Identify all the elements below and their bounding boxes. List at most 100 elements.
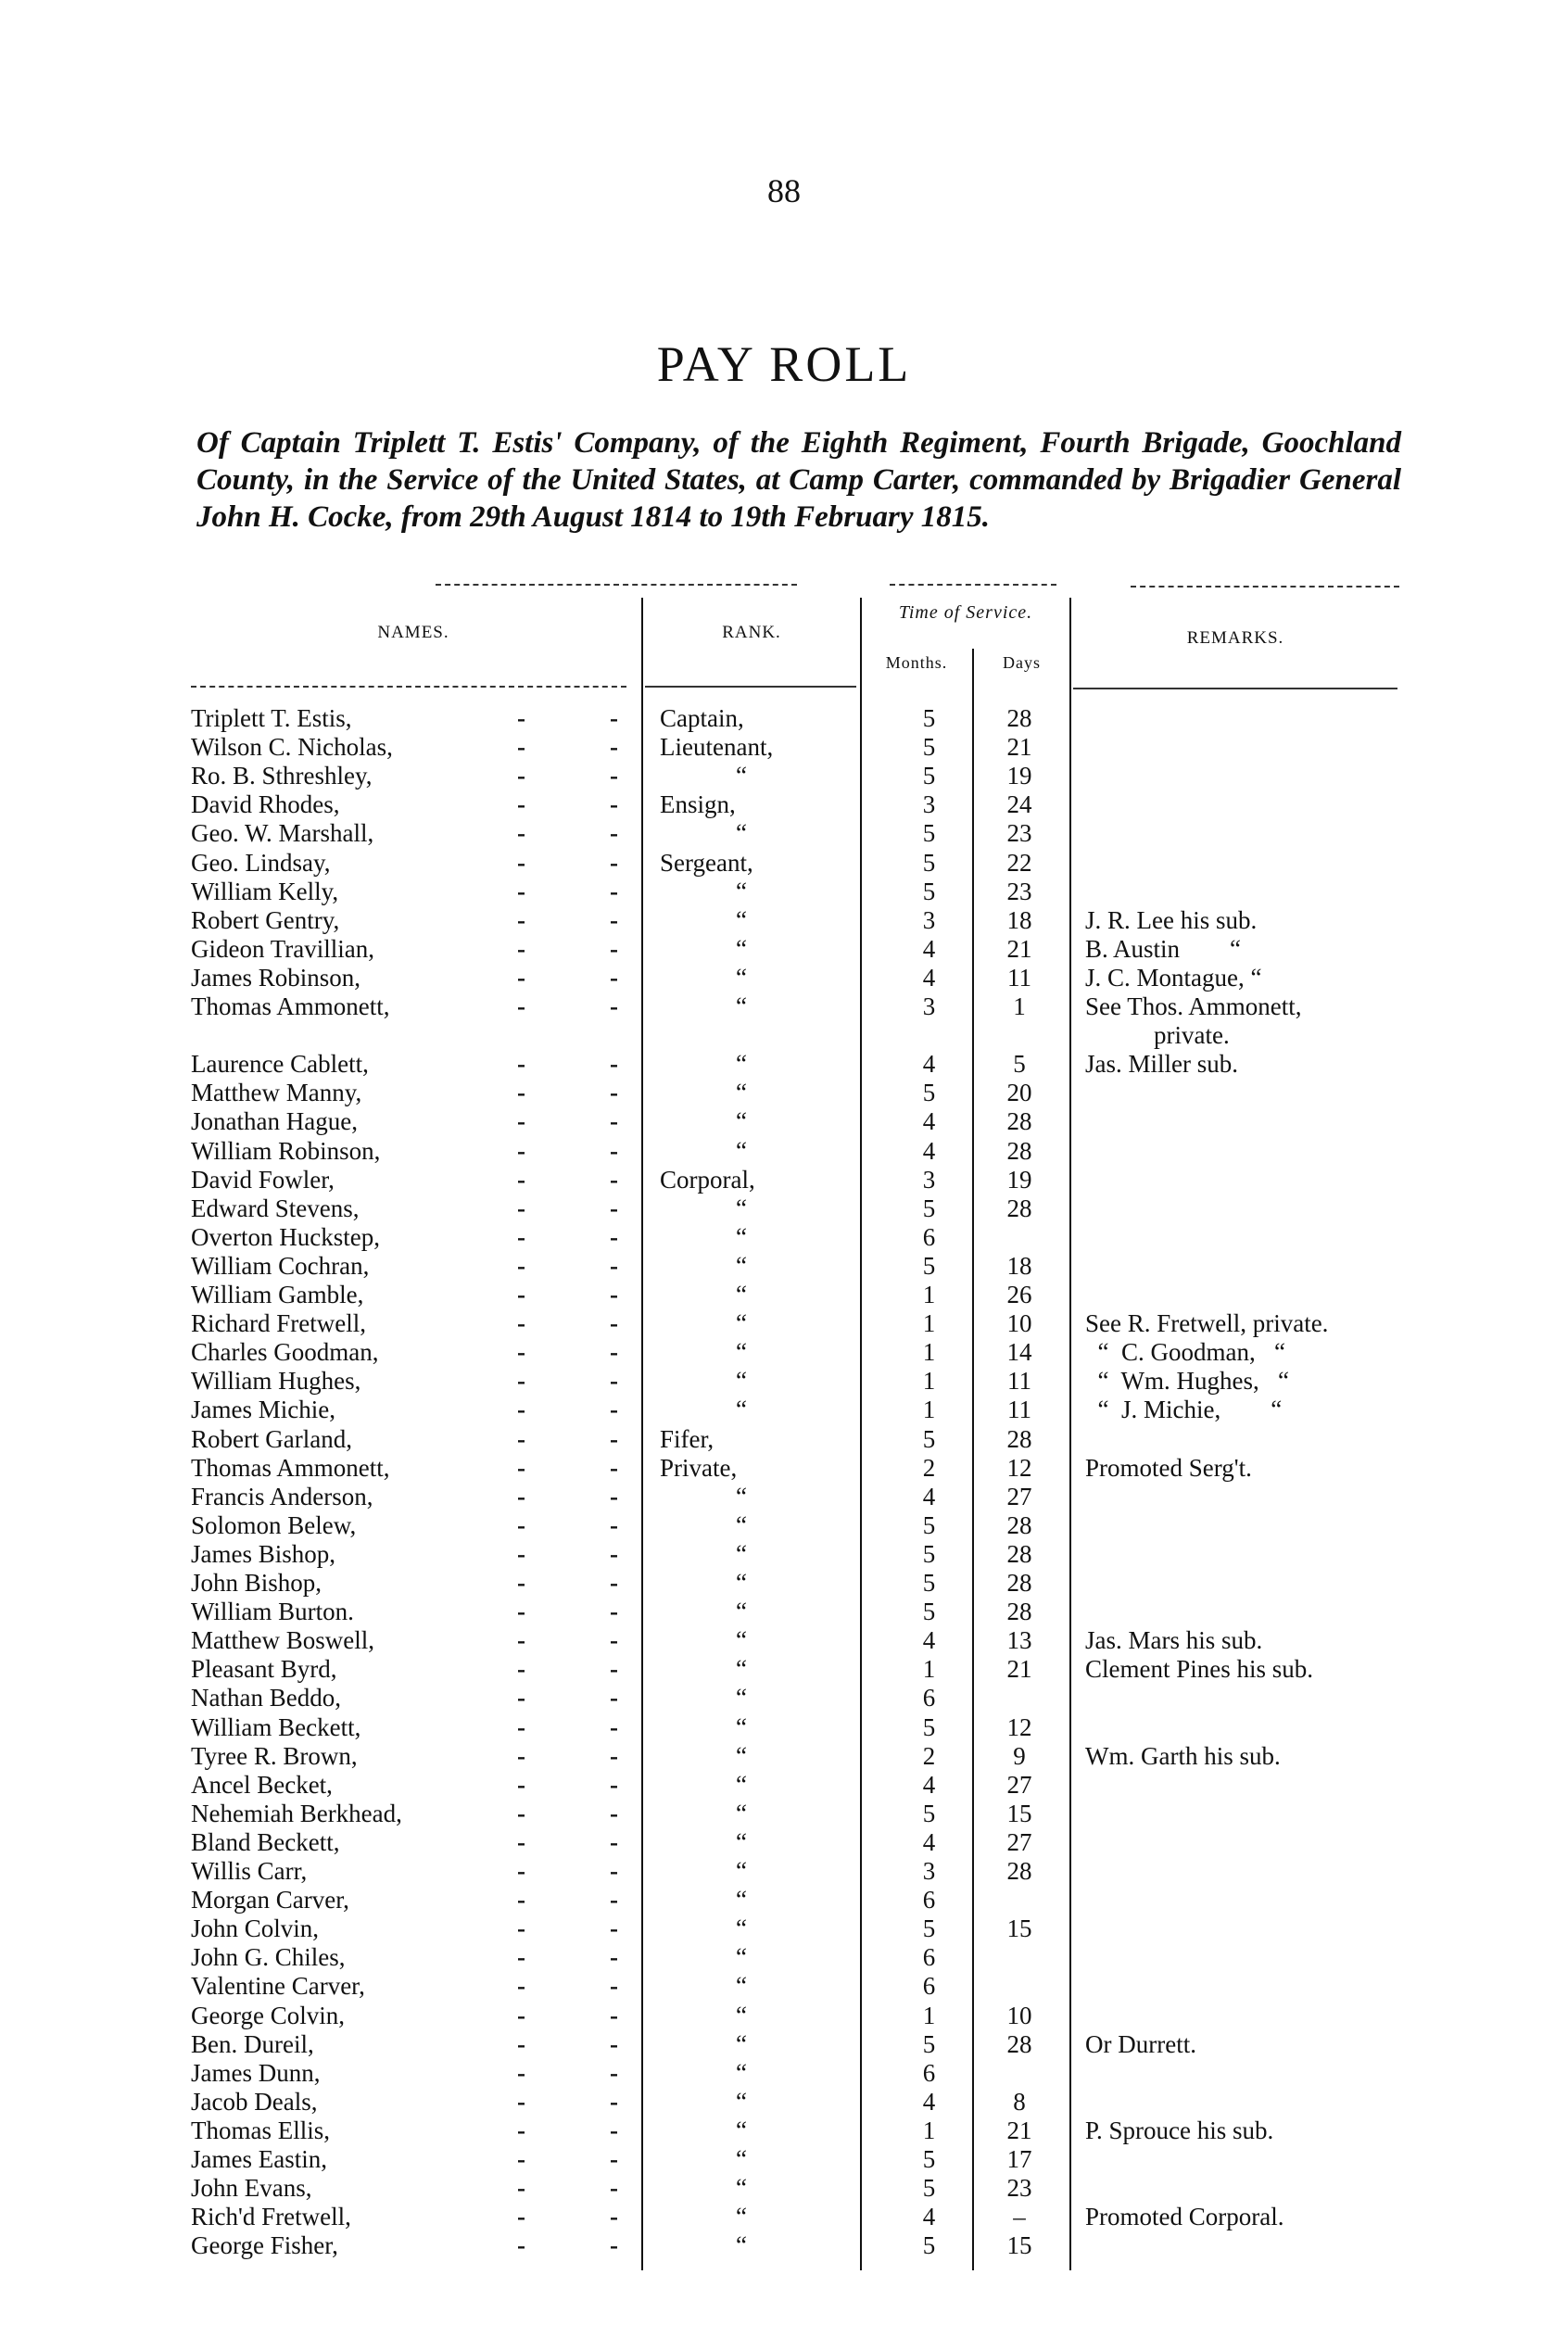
row-name: Charles Goodman, [191, 1338, 379, 1367]
row-days: 11 [1007, 1367, 1031, 1396]
leader-dot: - [517, 1194, 525, 1222]
leader-dot: - [517, 1165, 525, 1194]
row-days: 28 [1006, 1569, 1032, 1597]
row-rank: “ [736, 762, 747, 790]
leader-dot: - [610, 1281, 618, 1308]
row-rank: “ [736, 1396, 747, 1424]
leader-dot: - [517, 2116, 525, 2144]
row-months: 6 [922, 1684, 936, 1712]
leader-dot: - [610, 2145, 618, 2173]
row-days: 14 [1006, 1338, 1032, 1367]
row-name: Robert Gentry, [191, 905, 340, 934]
row-days: 28 [1006, 1107, 1032, 1136]
row-rank: Lieutenant, [660, 733, 774, 762]
row-name: Overton Huckstep, [191, 1222, 380, 1251]
row-name: William Burton. [191, 1598, 354, 1626]
row-rank: “ [736, 1741, 747, 1770]
leader-dot: - [610, 848, 618, 877]
row-months: 6 [922, 1972, 936, 2001]
row-name: John Evans, [191, 2174, 312, 2203]
row-name: Richard Fretwell, [191, 1309, 366, 1338]
column-divider [1069, 598, 1071, 2270]
row-rank: “ [736, 1799, 747, 1827]
leader-dot: - [610, 790, 618, 819]
leader-dot: - [517, 1741, 525, 1770]
row-remarks: Wm. Garth his sub. [1085, 1741, 1281, 1770]
row-months: 2 [922, 1741, 936, 1770]
row-days: 9 [1013, 1741, 1026, 1770]
row-name: James Bishop, [191, 1539, 336, 1568]
row-months: 5 [922, 1539, 936, 1568]
leader-dot: - [517, 1598, 525, 1626]
leader-dot: - [610, 2203, 618, 2231]
leader-dot: - [610, 877, 618, 905]
row-rank: “ [736, 1886, 747, 1914]
row-name: David Rhodes, [191, 790, 340, 819]
leader-dot: - [517, 2145, 525, 2173]
header-rank: RANK. [722, 623, 781, 642]
row-name: Ro. B. Sthreshley, [191, 762, 373, 790]
row-days: 11 [1007, 963, 1031, 992]
leader-dot: - [517, 963, 525, 992]
row-name: John Colvin, [191, 1914, 320, 1943]
row-rank: “ [736, 2145, 747, 2173]
row-days: 21 [1006, 1655, 1032, 1684]
leader-dot: - [610, 1569, 618, 1597]
row-name: Rich'd Fretwell, [191, 2203, 351, 2231]
row-remarks: Promoted Serg't. [1085, 1453, 1252, 1482]
page-title: PAY ROLL [656, 336, 912, 392]
row-name: Triplett T. Estis, [191, 704, 352, 732]
row-name: Nehemiah Berkhead, [191, 1799, 402, 1827]
leader-dot: - [517, 2203, 525, 2231]
row-name: Ancel Becket, [191, 1770, 333, 1799]
row-name: William Cochran, [191, 1251, 370, 1280]
row-name: Thomas Ammonett, [191, 1453, 390, 1482]
leader-dot: - [610, 2058, 618, 2087]
row-rank: “ [736, 2001, 747, 2029]
leader-dot: - [610, 1482, 618, 1510]
row-months: 1 [922, 1396, 936, 1424]
row-months: 4 [922, 1136, 936, 1165]
row-days: 28 [1006, 704, 1032, 732]
row-months: 6 [922, 2058, 936, 2087]
row-rank: “ [736, 2058, 747, 2087]
top-rule [436, 584, 797, 586]
leader-dot: - [610, 1107, 618, 1136]
row-days: 11 [1007, 1396, 1031, 1424]
row-days: – [1013, 2203, 1026, 2231]
leader-dot: - [610, 934, 618, 963]
row-months: 5 [922, 877, 936, 905]
row-rank: “ [736, 1338, 747, 1367]
leader-dot: - [610, 1770, 618, 1799]
row-name: John G. Chiles, [191, 1943, 346, 1972]
header-rule [645, 686, 856, 688]
leader-dot: - [610, 1741, 618, 1770]
leader-dot: - [610, 1626, 618, 1655]
row-name: James Dunn, [191, 2058, 321, 2087]
row-name: Jonathan Hague, [191, 1107, 358, 1136]
row-name: Robert Garland, [191, 1424, 352, 1453]
leader-dot: - [610, 1914, 618, 1943]
leader-dot: - [517, 819, 525, 848]
header-rule [1073, 688, 1397, 689]
leader-dot: - [517, 1136, 525, 1165]
leader-dot: - [517, 2058, 525, 2087]
row-days: 13 [1006, 1626, 1032, 1655]
row-rank: “ [736, 905, 747, 934]
row-name: William Hughes, [191, 1367, 361, 1396]
row-days: 8 [1013, 2087, 1026, 2116]
row-days: 28 [1006, 1510, 1032, 1539]
leader-dot: - [610, 1079, 618, 1107]
row-rank: “ [736, 992, 747, 1020]
row-days: 28 [1006, 1194, 1032, 1222]
leader-dot: - [610, 1598, 618, 1626]
row-name: Pleasant Byrd, [191, 1655, 337, 1684]
row-name: John Bishop, [191, 1569, 322, 1597]
row-days: 28 [1006, 1136, 1032, 1165]
row-remarks: B. Austin “ [1085, 934, 1242, 963]
row-days: 27 [1006, 1770, 1032, 1799]
leader-dot: - [517, 1281, 525, 1308]
row-rank: “ [736, 2029, 747, 2058]
leader-dot: - [610, 2231, 618, 2260]
row-name: Bland Beckett, [191, 1827, 340, 1856]
